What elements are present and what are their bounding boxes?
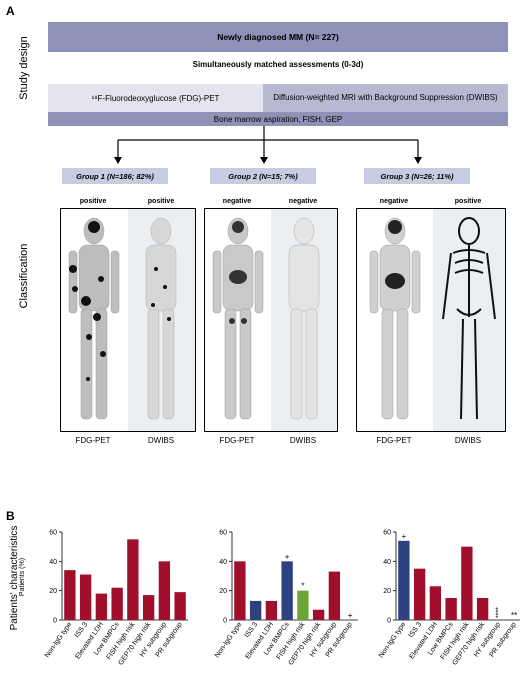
bar <box>281 561 293 620</box>
group-3-body-scan <box>369 209 505 431</box>
bar <box>95 593 108 620</box>
group-2-scan-frame <box>204 208 338 432</box>
bar <box>79 574 92 620</box>
category-label: Non-IgG type <box>378 621 408 659</box>
bar-annotation: + <box>348 611 353 620</box>
y-tick-label: 0 <box>223 618 227 625</box>
group-1-body-scan <box>68 209 195 431</box>
bar-annotation: * <box>301 582 304 591</box>
bar <box>476 598 489 620</box>
panel-a-letter: A <box>6 4 15 18</box>
bar <box>174 592 186 620</box>
group-1-label: Group 1 (N=186; 82%) <box>62 168 168 184</box>
group-1-pet-modality: FDG-PET <box>75 436 111 445</box>
y-tick-label: 40 <box>383 559 391 566</box>
bar <box>249 600 262 620</box>
group-2-label: Group 2 (N=15; 7%) <box>210 168 316 184</box>
bar <box>297 590 309 620</box>
bar <box>328 571 341 620</box>
group-1-scan-frame <box>60 208 196 432</box>
group-3-label: Group 3 (N=26; 11%) <box>364 168 470 184</box>
bar <box>234 561 246 620</box>
group-2-pet-modality: FDG-PET <box>219 436 255 445</box>
bar <box>158 561 171 620</box>
y-tick-label: 20 <box>49 588 57 595</box>
bar <box>127 539 139 620</box>
bar-annotation: **** <box>495 607 502 618</box>
newly-diagnosed-box: Newly diagnosed MM (N= 227) <box>48 22 508 52</box>
y-tick-label: 60 <box>383 530 391 537</box>
bar <box>265 600 278 620</box>
group-1-dwibs-result: positive <box>147 198 175 205</box>
group-1-dwibs-modality: DWIBS <box>147 436 175 445</box>
category-label: Non-IgG type <box>44 621 74 659</box>
group-2-pet-result: negative <box>222 198 252 205</box>
bar <box>64 570 76 620</box>
group-3-pet-result: negative <box>379 198 409 205</box>
group-3-dwibs-modality: DWIBS <box>454 436 482 445</box>
bar <box>398 540 410 620</box>
group-2-dwibs-modality: DWIBS <box>289 436 317 445</box>
bar-annotation: + <box>402 532 407 541</box>
y-tick-label: 60 <box>219 530 227 537</box>
group-3-scan-frame <box>356 208 506 432</box>
bar-annotation: ** <box>511 611 517 620</box>
y-tick-label: 60 <box>49 530 57 537</box>
bar <box>413 568 426 620</box>
y-tick-label: 0 <box>53 618 57 625</box>
group-2-body-scan <box>212 209 337 431</box>
bar <box>461 546 473 620</box>
bar-annotation: + <box>285 552 290 561</box>
classification-label: Classification <box>18 243 30 309</box>
panel-b-letter: B <box>6 509 15 523</box>
simultaneous-label: Simultaneously matched assessments (0-3d… <box>192 60 364 69</box>
y-tick-label: 0 <box>387 618 391 625</box>
category-label: ISS 3 <box>408 621 424 639</box>
group-2-dwibs-result: negative <box>288 198 318 205</box>
y-tick-label: 20 <box>383 588 391 595</box>
y-tick-label: 20 <box>219 588 227 595</box>
bar <box>312 609 325 620</box>
fdg-pet-box: ¹⁸F-Fluorodeoxyglucose (FDG)-PET <box>48 84 263 112</box>
group-1-pet-result: positive <box>79 198 107 205</box>
dwibs-box: Diffusion-weighted MRI with Background S… <box>263 84 508 112</box>
bar <box>445 598 457 620</box>
flow-arrows <box>114 126 422 164</box>
bone-marrow-box: Bone marrow aspiration, FISH, GEP <box>48 112 508 126</box>
group-3-dwibs-result: positive <box>454 198 482 205</box>
y-tick-label: 40 <box>219 559 227 566</box>
y-tick-label: 40 <box>49 559 57 566</box>
bar <box>429 586 442 620</box>
bar <box>111 587 123 620</box>
category-label: ISS 3 <box>244 621 260 639</box>
bar <box>142 595 155 620</box>
category-label: ISS 3 <box>74 621 90 639</box>
group-3-pet-modality: FDG-PET <box>376 436 412 445</box>
category-label: Non-IgG type <box>214 621 244 659</box>
